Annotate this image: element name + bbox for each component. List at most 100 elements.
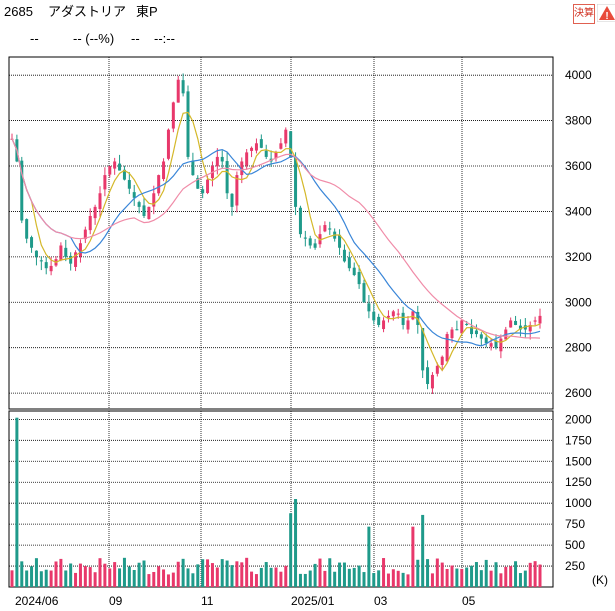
volume-bar — [318, 558, 322, 587]
candle-body — [435, 365, 439, 374]
volume-tick-label: 500 — [565, 538, 585, 552]
volume-bar — [210, 563, 214, 587]
date-tick-label: 03 — [374, 594, 388, 608]
date-axis-labels: 2024/06 09 11 2025/01 03 05 — [15, 594, 476, 608]
volume-bar — [162, 569, 166, 587]
volume-bar — [342, 562, 346, 587]
candles — [10, 73, 542, 394]
volume-bar — [250, 571, 254, 587]
volume-bar — [518, 573, 522, 587]
candle-body — [132, 192, 136, 198]
candle-body — [230, 193, 234, 207]
candle-body — [225, 161, 229, 194]
candle-body — [352, 267, 356, 276]
volume-bar — [435, 558, 439, 587]
volume-bar — [25, 570, 29, 587]
candle-body — [206, 179, 210, 194]
volume-unit-label: (K) — [592, 573, 608, 587]
volume-bar — [83, 566, 87, 587]
volume-bar — [10, 570, 14, 587]
stock-chart[interactable]: 4000 3800 3600 3400 3200 3000 2800 2600 2000 175… — [0, 50, 615, 611]
candle-body — [533, 320, 537, 322]
volume-bar — [284, 565, 288, 587]
volume-bar — [191, 573, 195, 587]
volume-bar — [509, 566, 513, 587]
volume-bar — [152, 571, 156, 587]
volume-bar — [176, 561, 180, 587]
candle-body — [201, 189, 205, 194]
volume-bar — [225, 560, 229, 587]
candle-body — [328, 228, 332, 230]
candle-body — [421, 327, 425, 371]
candle-body — [127, 180, 131, 189]
candle-body — [64, 247, 68, 257]
volume-bar — [421, 514, 425, 587]
price-tick-label: 3200 — [565, 250, 592, 264]
volume-bar — [445, 568, 449, 587]
candle-body — [113, 161, 117, 169]
price-tick-label: 4000 — [565, 68, 592, 82]
candle-body — [176, 79, 180, 103]
candle-body — [264, 150, 268, 157]
volume-bars — [10, 417, 542, 587]
candle-body — [235, 175, 239, 206]
candle-body — [34, 250, 38, 257]
candle-body — [440, 356, 444, 365]
volume-bar — [411, 526, 415, 587]
candle-body — [406, 320, 410, 330]
current-price: -- — [30, 31, 39, 46]
volume-tick-label: 750 — [565, 517, 585, 531]
earnings-badge[interactable]: 決算 — [573, 4, 595, 24]
candle-body — [279, 143, 283, 149]
volume-bar — [118, 568, 122, 587]
volume-bar — [455, 568, 459, 587]
candle-body — [484, 337, 488, 344]
volume-bar — [171, 572, 175, 587]
candle-body — [69, 255, 73, 264]
volume-bar — [49, 570, 53, 587]
candle-body — [137, 202, 141, 207]
price-change: -- (--%) — [73, 31, 115, 46]
candle-body — [460, 320, 464, 334]
volume-bar — [279, 571, 283, 587]
candle-body — [489, 343, 493, 347]
market-label: 東P — [136, 4, 158, 19]
candle-body — [118, 163, 122, 171]
volume-bar — [113, 562, 117, 587]
volume-bar — [426, 559, 430, 587]
candle-body — [396, 313, 400, 315]
candle-body — [215, 156, 219, 167]
candle-body — [83, 229, 87, 240]
volume-bar — [484, 559, 488, 587]
volume-bar — [391, 569, 395, 587]
candle-body — [470, 326, 474, 335]
volume-bar — [147, 574, 151, 587]
candle-body — [166, 129, 170, 159]
price-tick-label: 2800 — [565, 341, 592, 355]
volume-bar — [245, 557, 249, 587]
price-tick-label: 3600 — [565, 159, 592, 173]
volume-bar — [357, 565, 361, 587]
volume-bar — [474, 562, 478, 587]
volume-bar — [132, 569, 136, 587]
candle-body — [245, 152, 249, 166]
volume-bar — [494, 562, 498, 587]
volume-bar — [367, 526, 371, 587]
volume-bar — [269, 567, 273, 587]
volume-bar — [514, 561, 518, 587]
candle-body — [78, 243, 82, 257]
candle-body — [382, 320, 386, 330]
candle-body — [426, 367, 430, 385]
date-tick-label: 2025/01 — [291, 594, 335, 608]
volume-bar — [264, 562, 268, 587]
price-tick-label: 3000 — [565, 295, 592, 309]
candle-body — [259, 139, 263, 148]
candle-body — [20, 160, 24, 221]
candle-body — [313, 243, 317, 248]
volume-bar — [98, 558, 102, 587]
volume-bar — [323, 570, 327, 587]
date-tick-label: 11 — [201, 594, 214, 608]
ma-long-line — [11, 138, 541, 339]
warning-icon[interactable]: ! — [597, 4, 615, 22]
volume-bar — [294, 499, 298, 587]
